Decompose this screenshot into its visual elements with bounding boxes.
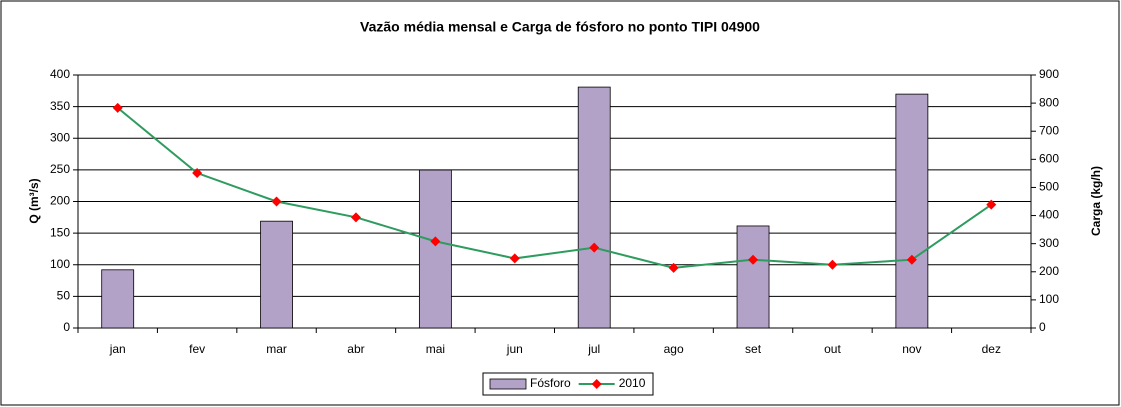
y-tick-label: 300 <box>50 130 70 144</box>
y2-tick-label: 900 <box>1039 67 1059 81</box>
bar <box>418 169 452 329</box>
y2-axis-title: Carga (kg/h) <box>1089 166 1103 236</box>
y2-tick-label: 400 <box>1039 208 1059 222</box>
y-tick-label: 250 <box>50 162 70 176</box>
marker <box>986 199 997 210</box>
y2-tick-label: 300 <box>1039 236 1059 250</box>
y-tick-label: 200 <box>50 194 70 208</box>
marker <box>906 254 917 265</box>
y-tick-label: 150 <box>50 225 70 239</box>
x-tick-label: mar <box>266 342 287 356</box>
x-tick-label: jun <box>506 342 523 356</box>
x-tick-label: nov <box>902 342 921 356</box>
x-tick-label: jan <box>109 342 126 356</box>
legend-label: 2010 <box>619 376 646 390</box>
x-tick-label: mai <box>426 342 445 356</box>
x-tick-label: abr <box>347 342 364 356</box>
marker <box>827 259 838 270</box>
bar <box>895 93 929 329</box>
x-tick-label: out <box>824 342 841 356</box>
x-tick-label: set <box>745 342 762 356</box>
y-tick-label: 50 <box>57 289 71 303</box>
marker <box>430 236 441 247</box>
bar <box>101 269 135 329</box>
y-tick-label: 0 <box>63 320 70 334</box>
y2-tick-label: 200 <box>1039 264 1059 278</box>
x-tick-label: fev <box>189 342 205 356</box>
x-tick-label: dez <box>982 342 1001 356</box>
marker <box>192 168 203 179</box>
y2-tick-label: 600 <box>1039 152 1059 166</box>
marker <box>350 212 361 223</box>
legend-swatch-marker <box>591 379 602 389</box>
marker <box>112 102 123 113</box>
y2-tick-label: 100 <box>1039 292 1059 306</box>
y-tick-label: 350 <box>50 99 70 113</box>
y2-tick-label: 0 <box>1039 320 1046 334</box>
chart-title: Vazão média mensal e Carga de fósforo no… <box>360 19 760 35</box>
y2-tick-label: 800 <box>1039 95 1059 109</box>
x-tick-label: jul <box>587 342 600 356</box>
bar <box>577 86 611 329</box>
x-tick-label: ago <box>664 342 684 356</box>
marker <box>589 242 600 253</box>
marker <box>748 254 759 265</box>
y2-tick-label: 500 <box>1039 180 1059 194</box>
legend: Fósforo 2010 <box>482 372 654 396</box>
y2-tick-label: 700 <box>1039 123 1059 137</box>
y-tick-label: 100 <box>50 257 70 271</box>
legend-box <box>482 372 654 396</box>
marker <box>509 253 520 264</box>
bar <box>736 225 770 329</box>
y-axis-title: Q (m³/s) <box>27 178 41 223</box>
legend-swatch <box>489 378 527 390</box>
marker <box>271 196 282 207</box>
marker <box>668 262 679 273</box>
legend-label: Fósforo <box>530 376 571 390</box>
bar <box>260 220 293 329</box>
line <box>117 107 992 269</box>
y-tick-label: 400 <box>50 67 70 81</box>
